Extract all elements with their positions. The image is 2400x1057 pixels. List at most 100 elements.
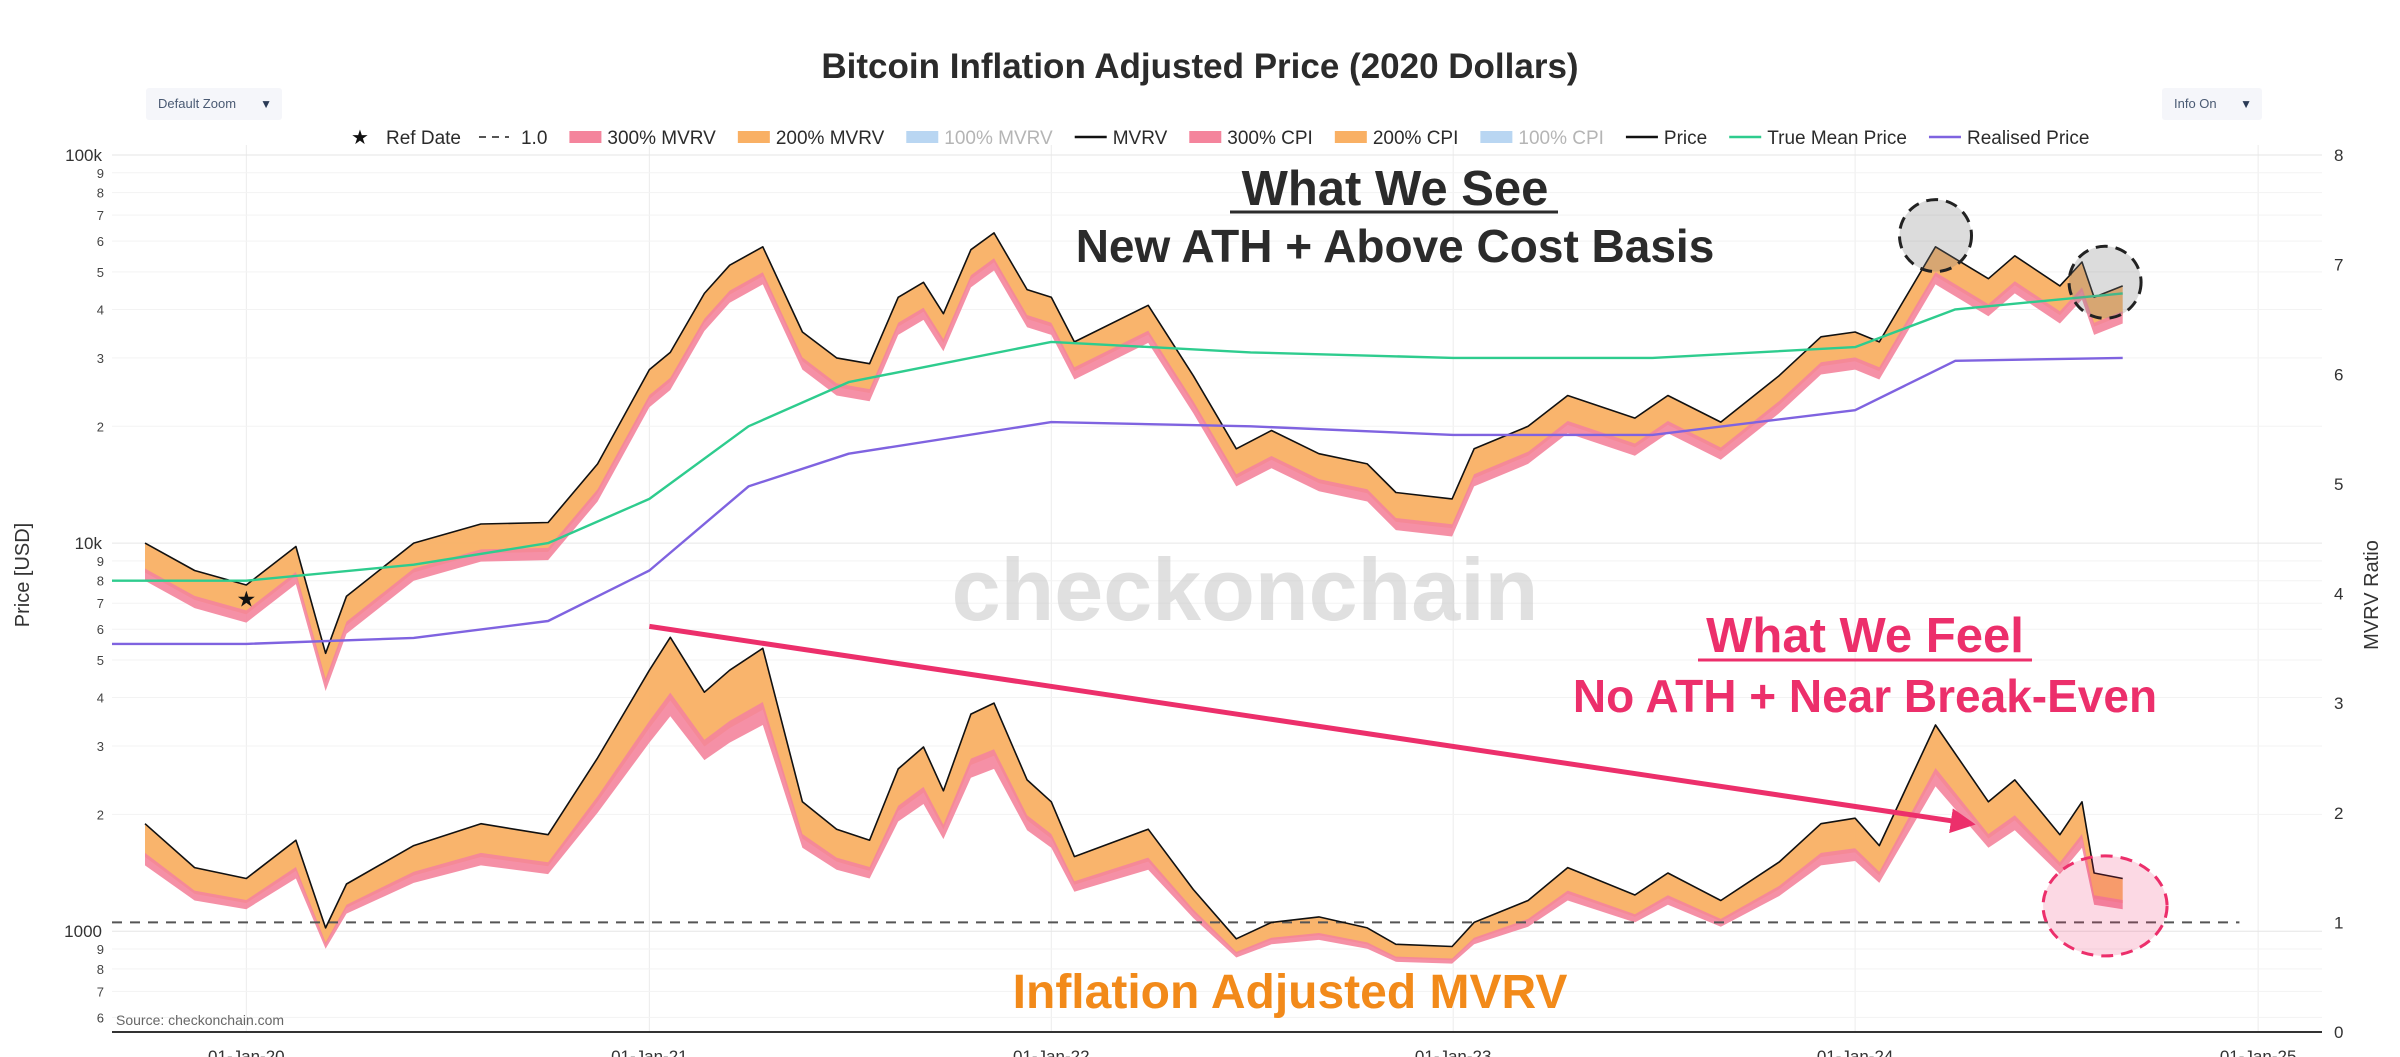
what-we-see-subtitle: New ATH + Above Cost Basis	[1076, 220, 1715, 272]
ref-date-star-marker: ★	[236, 586, 256, 611]
x-tick-label: 01-Jan-21	[611, 1047, 688, 1057]
y-minor-tick-label: 3	[97, 351, 104, 366]
y-minor-tick-label: 6	[97, 622, 104, 637]
y-tick-label: 10k	[75, 534, 103, 553]
x-tick-label: 01-Jan-24	[1817, 1047, 1894, 1057]
legend-item[interactable]: 200% CPI	[1334, 128, 1459, 149]
highlight-circle	[2067, 244, 2143, 320]
legend: ★ Ref Date 1.0 300% MVRV 200% MVRV 100% MVRV M…	[351, 127, 2089, 149]
y-minor-tick-label: 6	[97, 1010, 104, 1025]
legend-label: 300% MVRV	[607, 128, 716, 149]
trend-arrow	[648, 623, 1976, 834]
y2-tick-label: 3	[2334, 694, 2343, 713]
y2-tick-label: 2	[2334, 804, 2343, 823]
y-minor-tick-label: 6	[97, 234, 104, 249]
source-text: Source: checkonchain.com	[116, 1012, 284, 1028]
legend-item[interactable]: Price	[1625, 128, 1707, 149]
what-we-feel-subtitle: No ATH + Near Break-Even	[1573, 670, 2157, 722]
axes: 01-Jan-20 01-Jan-21 01-Jan-22 01-Jan-23 01-J…	[64, 146, 2343, 1057]
price-300-band	[145, 258, 2123, 691]
legend-band-icon	[906, 131, 939, 143]
legend-item[interactable]: 100% CPI	[1480, 128, 1604, 149]
legend-band-icon	[1334, 131, 1367, 143]
highlight-circle	[1897, 198, 1973, 274]
legend-band-icon	[1189, 131, 1222, 143]
y-axis-label: Price [USD]	[12, 523, 34, 627]
y2-axis-label: MVRV Ratio	[2361, 540, 2383, 650]
y-minor-tick-label: 8	[97, 186, 104, 201]
y-minor-tick-label: 7	[97, 208, 104, 223]
price-line	[144, 232, 2123, 655]
what-we-feel-title: What We Feel	[1706, 609, 2024, 663]
info-toggle-dropdown[interactable]: Info On ▼	[2162, 88, 2262, 120]
y-minor-tick-label: 3	[97, 739, 104, 754]
legend-label: 300% CPI	[1227, 128, 1313, 149]
y-minor-tick-label: 8	[97, 574, 104, 589]
y-minor-tick-label: 8	[97, 962, 104, 977]
true-mean-price-line	[112, 292, 2123, 582]
band-layer	[145, 232, 2123, 964]
legend-item[interactable]: True Mean Price	[1729, 128, 1907, 149]
inflation-adjusted-mvrv-label: Inflation Adjusted MVRV	[1013, 966, 1568, 1019]
legend-item[interactable]: MVRV	[1074, 128, 1168, 149]
legend-label: 1.0	[521, 128, 547, 149]
legend-item[interactable]: 300% CPI	[1189, 128, 1313, 149]
y2-tick-label: 7	[2334, 256, 2343, 275]
y2-tick-label: 5	[2334, 475, 2343, 494]
legend-label: True Mean Price	[1767, 128, 1907, 149]
legend-label: Realised Price	[1967, 128, 2090, 149]
highlight-circle-feel	[2041, 854, 2169, 958]
x-tick-label: 01-Jan-20	[208, 1047, 285, 1057]
legend-item[interactable]: Realised Price	[1928, 128, 2090, 149]
legend-item[interactable]: ★ Ref Date	[351, 127, 461, 149]
y-minor-tick-label: 4	[97, 302, 104, 317]
chart-title: Bitcoin Inflation Adjusted Price (2020 D…	[821, 47, 1578, 86]
y-minor-tick-label: 7	[97, 984, 104, 999]
x-tick-label: 01-Jan-22	[1013, 1047, 1090, 1057]
grid	[112, 145, 2322, 1032]
y2-tick-label: 4	[2334, 585, 2343, 604]
y-tick-label: 1000	[64, 922, 102, 941]
line-layer: ★	[112, 232, 2240, 948]
x-tick-label: 01-Jan-23	[1415, 1047, 1492, 1057]
price-200-band	[145, 232, 2123, 683]
legend-label: 100% MVRV	[944, 128, 1053, 149]
watermark-text: checkonchain	[952, 540, 1539, 639]
legend-label: 200% MVRV	[776, 128, 885, 149]
y-minor-tick-label: 4	[97, 691, 104, 706]
mvrv-line	[144, 636, 2123, 948]
legend-star-icon: ★	[351, 127, 369, 149]
y2-tick-label: 1	[2334, 913, 2343, 932]
y2-tick-label: 6	[2334, 365, 2343, 384]
legend-item[interactable]: 300% MVRV	[569, 128, 716, 149]
legend-label: 200% CPI	[1373, 128, 1459, 149]
legend-band-icon	[1480, 131, 1513, 143]
y-minor-tick-label: 2	[97, 807, 104, 822]
default-zoom-dropdown[interactable]: Default Zoom ▼	[146, 88, 282, 120]
x-tick-label: 01-Jan-25	[2220, 1047, 2297, 1057]
y-minor-tick-label: 9	[97, 942, 104, 957]
legend-label: Ref Date	[386, 128, 461, 149]
y-tick-label: 100k	[65, 146, 102, 165]
y-minor-tick-label: 5	[97, 265, 104, 280]
y2-tick-label: 8	[2334, 146, 2343, 165]
legend-label: 100% CPI	[1518, 128, 1604, 149]
mvrv-200-band	[145, 637, 2123, 961]
y2-tick-label: 0	[2334, 1023, 2343, 1042]
y-minor-tick-label: 7	[97, 596, 104, 611]
legend-label: Price	[1664, 128, 1707, 149]
info-toggle-label: Info On	[2174, 96, 2217, 111]
legend-item[interactable]: 100% MVRV	[906, 128, 1053, 149]
what-we-see-title: What We See	[1242, 162, 1549, 216]
legend-item[interactable]: 1.0	[478, 128, 547, 149]
chevron-down-icon: ▼	[2240, 97, 2252, 111]
legend-band-icon	[569, 131, 602, 143]
chevron-down-icon: ▼	[260, 97, 272, 111]
realised-price-line	[112, 356, 2123, 646]
legend-item[interactable]: 200% MVRV	[737, 128, 885, 149]
y-minor-tick-label: 2	[97, 419, 104, 434]
default-zoom-label: Default Zoom	[158, 96, 237, 111]
legend-label: MVRV	[1113, 128, 1168, 149]
